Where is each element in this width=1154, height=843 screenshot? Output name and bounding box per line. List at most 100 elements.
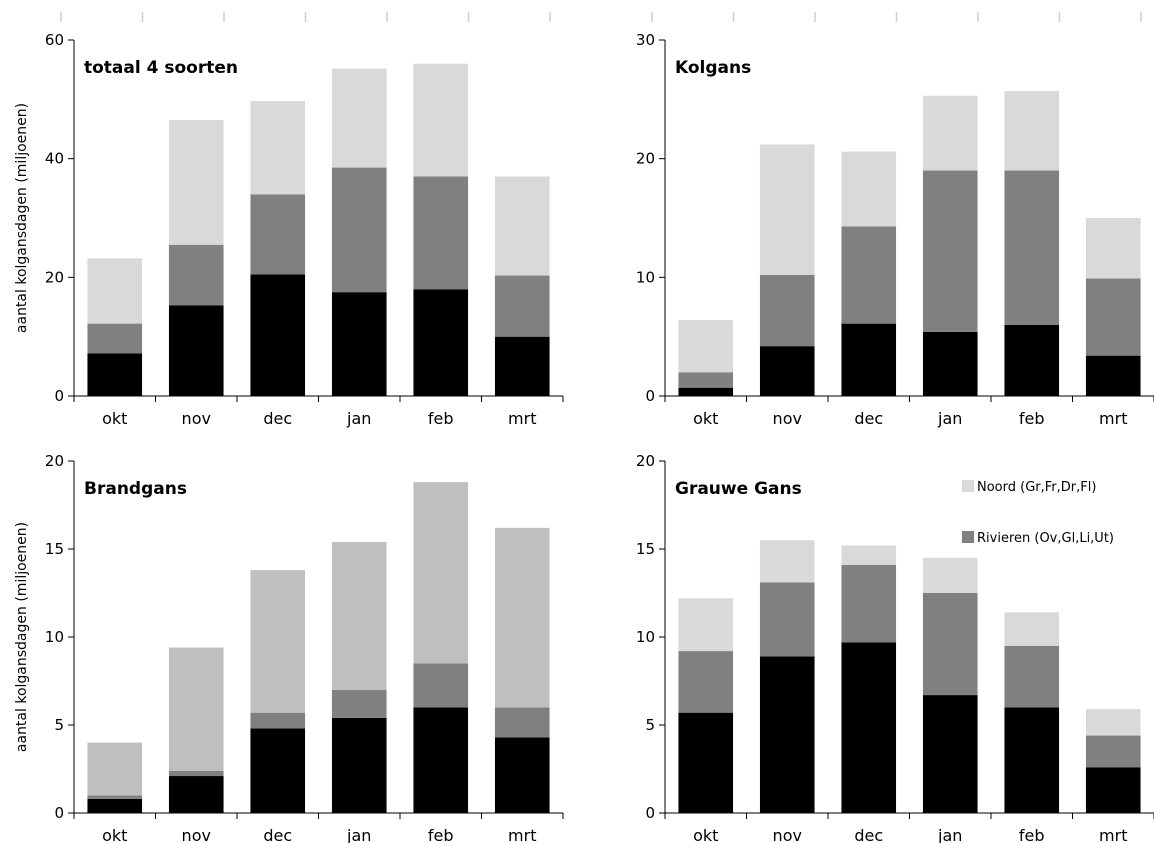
bar-rivieren-nov [759, 582, 815, 657]
x-tick-label: okt [102, 826, 127, 843]
bar-rivieren-okt [678, 651, 734, 713]
bar-noord-feb [1004, 612, 1060, 646]
bar-rivieren-nov [168, 770, 224, 777]
bar-rivieren-mrt [494, 707, 550, 738]
bar-rivieren-nov [759, 274, 815, 347]
bar-zuid-nov [759, 656, 815, 813]
bar-zuid-jan [331, 717, 387, 813]
legend-label-rivieren: Rivieren (Ov,Gl,Li,Ut) [977, 531, 1114, 546]
y-tick-label: 20 [636, 150, 655, 168]
bar-noord-dec [250, 101, 306, 195]
y-tick-label: 20 [45, 452, 64, 470]
bar-rivieren-okt [678, 372, 734, 388]
bar-noord-nov [759, 540, 815, 583]
bar-noord-mrt [1085, 709, 1141, 736]
bar-noord-jan [922, 557, 978, 593]
bar-rivieren-feb [1004, 645, 1060, 708]
y-tick-label: 5 [645, 716, 655, 734]
bar-zuid-dec [841, 323, 897, 396]
x-tick-label: nov [182, 826, 211, 843]
bar-zuid-feb [413, 289, 469, 396]
x-tick-label: okt [693, 409, 718, 428]
panel-title: totaal 4 soorten [84, 58, 238, 78]
bar-zuid-okt [678, 387, 734, 396]
bar-zuid-feb [1004, 707, 1060, 813]
bar-rivieren-mrt [494, 275, 550, 337]
bar-rivieren-okt [87, 795, 143, 799]
bar-rivieren-okt [87, 323, 143, 354]
legend-swatch-rivieren [962, 531, 974, 543]
bar-rivieren-dec [841, 564, 897, 643]
chart-panel-3: okt nov dec jan feb mrt 0 5 10 15 20 Grauwe Gans [636, 452, 1154, 843]
bar-rivieren-dec [250, 712, 306, 729]
bar-zuid-jan [922, 331, 978, 396]
bar-zuid-mrt [494, 737, 550, 813]
x-tick-label: mrt [508, 826, 536, 843]
bar-rivieren-mrt [1085, 278, 1141, 356]
y-tick-label: 15 [45, 540, 64, 558]
bar-noord-nov [759, 144, 815, 275]
bar-zuid-mrt [494, 336, 550, 396]
bar-noord-okt [678, 598, 734, 652]
bar-brand_top-jan [331, 541, 387, 690]
x-tick-label: okt [693, 826, 718, 843]
bar-zuid-okt [678, 712, 734, 813]
x-tick-label: jan [937, 826, 962, 843]
bar-noord-okt [87, 258, 143, 324]
x-tick-label: feb [428, 826, 454, 843]
bar-rivieren-jan [331, 167, 387, 293]
bar-rivieren-feb [413, 176, 469, 290]
y-tick-label: 30 [636, 31, 655, 49]
bar-noord-jan [922, 95, 978, 171]
bar-zuid-dec [250, 728, 306, 813]
y-axis-label: aantal kolgansdagen (miljoenen) [14, 522, 30, 752]
y-tick-label: 0 [54, 387, 64, 405]
bar-zuid-nov [168, 776, 224, 813]
x-tick-label: mrt [1099, 409, 1127, 428]
bar-zuid-okt [87, 798, 143, 813]
bar-zuid-nov [168, 305, 224, 396]
x-tick-label: feb [428, 409, 454, 428]
y-tick-label: 0 [54, 804, 64, 822]
y-axis-label: aantal kolgansdagen (miljoenen) [14, 103, 30, 333]
bar-rivieren-jan [922, 593, 978, 696]
y-tick-label: 40 [45, 150, 64, 168]
x-tick-label: jan [346, 409, 371, 428]
x-tick-label: nov [773, 826, 802, 843]
bar-rivieren-feb [1004, 170, 1060, 325]
panel-title: Grauwe Gans [675, 479, 802, 499]
bar-noord-mrt [1085, 218, 1141, 279]
x-tick-label: dec [263, 826, 292, 843]
x-tick-label: mrt [508, 409, 536, 428]
x-tick-label: jan [937, 409, 962, 428]
bar-noord-mrt [494, 176, 550, 276]
bar-rivieren-jan [331, 689, 387, 718]
bar-noord-jan [331, 68, 387, 168]
y-tick-label: 5 [54, 716, 64, 734]
y-tick-label: 60 [45, 31, 64, 49]
x-tick-label: feb [1019, 409, 1045, 428]
x-tick-label: jan [346, 826, 371, 843]
bar-rivieren-dec [250, 194, 306, 275]
y-tick-label: 20 [45, 268, 64, 286]
legend: Noord (Gr,Fr,Dr,Fl) Rivieren (Ov,Gl,Li,Ut… [962, 480, 1114, 546]
bar-zuid-jan [922, 695, 978, 813]
chart-panel-1: okt nov dec jan feb mrt 0 10 20 30 Kolgans [636, 12, 1154, 428]
bar-zuid-okt [87, 353, 143, 396]
x-tick-label: mrt [1099, 826, 1127, 843]
chart-panel-0: okt nov dec jan feb mrt 0 20 40 60 totaal 4 soorte… [14, 12, 564, 428]
x-tick-label: nov [773, 409, 802, 428]
bar-zuid-jan [331, 292, 387, 396]
x-tick-label: okt [102, 409, 127, 428]
bar-zuid-dec [841, 642, 897, 813]
y-tick-label: 10 [636, 628, 655, 646]
bar-rivieren-mrt [1085, 735, 1141, 768]
bar-rivieren-nov [168, 244, 224, 306]
bar-noord-dec [841, 545, 897, 565]
y-tick-label: 10 [636, 268, 655, 286]
x-tick-label: nov [182, 409, 211, 428]
x-tick-label: feb [1019, 826, 1045, 843]
bar-zuid-feb [413, 707, 469, 813]
panel-title: Brandgans [84, 479, 187, 499]
bar-noord-dec [841, 151, 897, 227]
